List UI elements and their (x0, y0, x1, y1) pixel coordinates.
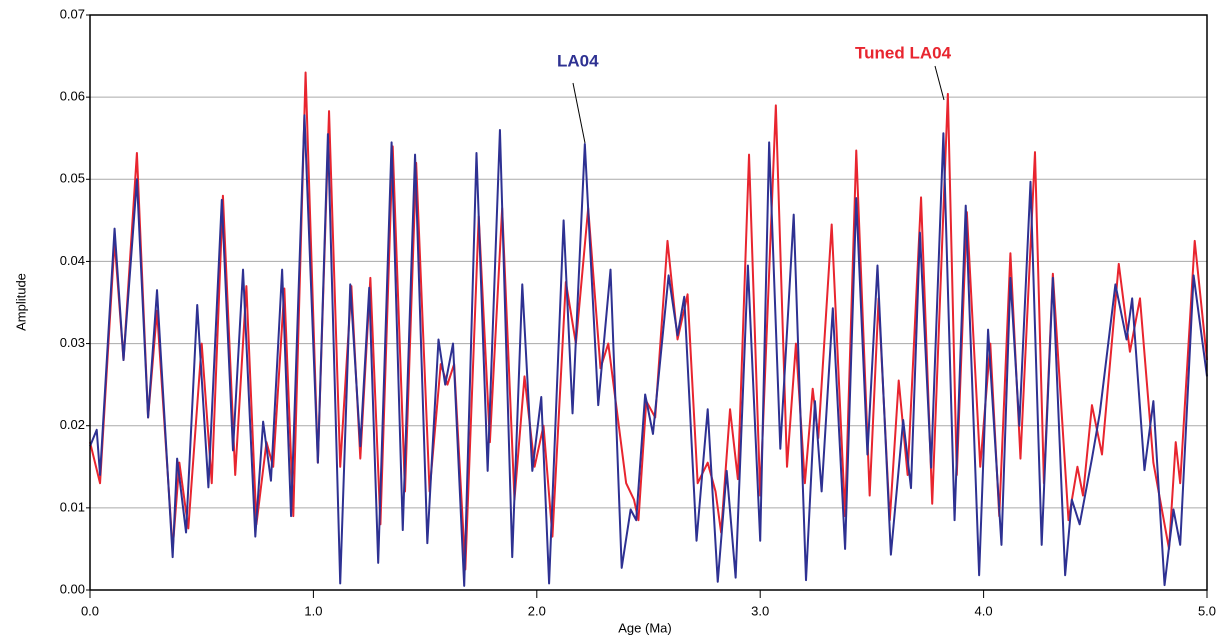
y-tick-label: 0.07 (60, 6, 85, 21)
y-tick-label: 0.03 (60, 335, 85, 350)
series-annotation: Tuned LA04 (855, 43, 952, 62)
y-tick-label: 0.01 (60, 499, 85, 514)
x-tick-label: 5.0 (1198, 603, 1216, 618)
x-axis-label: Age (Ma) (618, 620, 671, 635)
y-tick-label: 0.06 (60, 89, 85, 104)
y-tick-label: 0.05 (60, 171, 85, 186)
y-axis-label: Amplitude (13, 273, 28, 331)
plot-frame (89, 14, 1208, 591)
series-annotation: LA04 (557, 51, 599, 70)
y-tick-label: 0.04 (60, 253, 85, 268)
x-tick-label: 3.0 (751, 603, 769, 618)
x-tick-label: 2.0 (528, 603, 546, 618)
x-tick-label: 4.0 (975, 603, 993, 618)
plot-area (89, 14, 1208, 591)
series-line (89, 114, 1208, 587)
annotation-arrow (934, 65, 945, 101)
x-tick-label: 1.0 (304, 603, 322, 618)
annotation-arrow (572, 82, 586, 144)
y-tick-label: 0.00 (60, 581, 85, 596)
y-tick-label: 0.02 (60, 417, 85, 432)
x-tick-label: 0.0 (81, 603, 99, 618)
